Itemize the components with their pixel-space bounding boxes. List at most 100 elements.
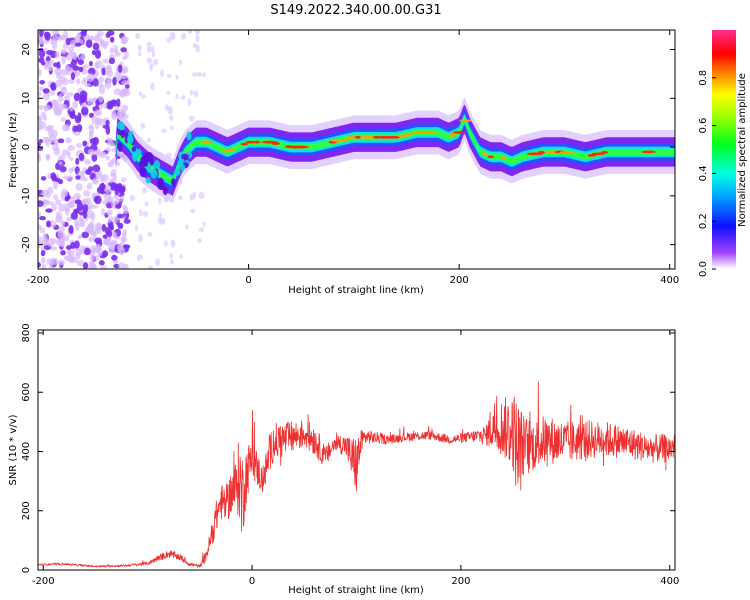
spectrogram-noise-cell <box>101 67 106 76</box>
spectrogram-noise-cell <box>119 74 128 80</box>
spectrogram-noise-cell <box>83 177 88 182</box>
spectrogram-noise-cell <box>177 195 183 201</box>
spectrogram-noise-cell <box>122 55 127 60</box>
spectrogram-noise-cell <box>147 232 153 237</box>
spectrogram-noise-cell <box>124 84 130 89</box>
spectrogram-noise-cell <box>63 203 71 213</box>
spectrogram-peak <box>253 140 261 144</box>
spectrogram-noise-cell <box>60 250 66 256</box>
spectrogram-noise-cell <box>76 202 84 211</box>
spectrogram-noise-cell <box>180 32 187 40</box>
spectrogram-noise-cell <box>187 30 193 35</box>
spectrogram-noise-cell <box>115 204 122 210</box>
spectrogram-noise-cell <box>189 89 194 96</box>
spectrogram-noise-cell <box>110 100 118 107</box>
spectrogram-noise-cell <box>55 50 60 59</box>
spectrogram-noise-cell <box>197 238 202 244</box>
spectrogram-noise-cell <box>59 241 66 248</box>
spectrogram-noise-cell <box>169 115 174 121</box>
spectrogram-noise-cell <box>70 72 76 80</box>
spectrogram-noise-cell <box>38 262 41 268</box>
spectrogram-noise-cell <box>108 57 116 65</box>
spectrogram-noise-cell <box>192 43 198 48</box>
spectrogram-noise-cell <box>70 211 78 220</box>
spectrogram-noise-cell <box>61 149 70 156</box>
spectrogram-noise-cell <box>44 31 51 41</box>
spectrogram-noise-cell <box>64 234 70 242</box>
spectrogram-noise-cell <box>190 208 196 214</box>
spectrogram-noise-cell <box>51 203 57 211</box>
spectrogram-noise-cell <box>105 155 110 161</box>
spectrogram-xtick-label: 400 <box>660 275 679 286</box>
spectrogram-noise-cell <box>58 225 65 234</box>
spectrogram-noise-cell <box>120 195 125 202</box>
spectrogram-noise-cell <box>60 48 68 55</box>
spectrogram-noise-cell <box>58 93 64 103</box>
spectrogram-noise-cell <box>60 86 68 91</box>
spectrogram-noise-cell <box>157 197 162 205</box>
spectrogram-noise-cell <box>89 112 94 118</box>
spectrogram-noise-cell <box>75 157 80 165</box>
colorbar-tick-label: 0.4 <box>698 165 709 181</box>
spectrogram-noise-cell <box>80 102 88 108</box>
spectrogram-noise-cell <box>198 227 205 233</box>
spectrogram-noise-cell <box>149 65 153 72</box>
spectrogram-ylabel: Frequency (Hz) <box>8 112 19 188</box>
spectrogram-noise-cell <box>42 199 50 204</box>
spectrogram-blob <box>174 168 181 176</box>
spectrogram-blob <box>150 168 158 179</box>
spectrogram-noise-cell <box>54 67 62 76</box>
spectrogram-noise-cell <box>116 98 121 107</box>
spectrogram-noise-cell <box>73 92 81 102</box>
spectrogram-noise-cell <box>68 225 74 234</box>
snr-line-layer <box>38 381 675 568</box>
spectrogram-peak <box>245 140 257 144</box>
snr-xtick-label: -200 <box>32 576 55 587</box>
spectrogram-noise-cell <box>64 123 70 132</box>
spectrogram-blob <box>117 121 125 130</box>
spectrogram-noise-cell <box>44 137 51 143</box>
spectrogram-noise-cell <box>94 34 102 40</box>
spectrogram-noise-cell <box>38 36 43 44</box>
spectrogram-noise-cell <box>84 82 92 88</box>
spectrogram-noise-cell <box>102 234 108 239</box>
spectrogram-noise-cell <box>122 228 127 236</box>
spectrogram-noise-cell <box>58 76 67 83</box>
spectrogram-noise-cell <box>90 204 99 209</box>
spectrogram-noise-cell <box>106 140 114 147</box>
spectrogram-noise-cell <box>109 47 114 54</box>
spectrogram-noise-cell <box>146 45 151 54</box>
spectrogram-xtick-label: 0 <box>245 275 251 286</box>
spectrogram-blob <box>137 148 142 157</box>
spectrogram-noise-cell <box>87 97 93 107</box>
spectrogram-noise-cell <box>45 153 50 161</box>
spectrogram-noise-cell <box>64 196 70 202</box>
spectrogram-noise-cell <box>69 257 78 264</box>
spectrogram-noise-cell <box>41 61 46 66</box>
spectrogram-peak <box>641 150 656 154</box>
spectrogram-noise-cell <box>39 227 46 234</box>
spectrogram-noise-cell <box>67 249 76 256</box>
spectrogram-noise-cell <box>59 165 67 173</box>
spectrogram-blob <box>127 134 134 145</box>
spectrogram-noise-cell <box>65 64 70 72</box>
spectrogram-blob <box>139 167 147 178</box>
spectrogram-noise-cell <box>50 82 56 90</box>
spectrogram-noise-cell <box>134 224 138 232</box>
spectrogram-noise-cell <box>120 237 126 244</box>
spectrogram-noise-cell <box>161 128 167 134</box>
colorbar-label: Normalized spectral amplitude <box>737 73 748 227</box>
colorbar: 0.0 0.2 0.4 0.6 0.8 Normalized spectral ampl… <box>698 30 748 277</box>
spectrogram-peak <box>487 155 495 159</box>
spectrogram-peak <box>481 152 488 156</box>
spectrogram-noise-cell <box>109 36 115 43</box>
colorbar-tick-label: 0.2 <box>698 213 709 229</box>
spectrogram-noise-cell <box>152 58 159 66</box>
spectrogram-ytick-label: -20 <box>21 236 32 252</box>
spectrogram-noise-cell <box>195 30 201 35</box>
spectrogram-noise-cell <box>38 142 42 147</box>
spectrogram-noise-cell <box>84 227 92 233</box>
spectrogram-noise-cell <box>70 59 77 68</box>
spectrogram-noise-cell <box>117 64 123 73</box>
